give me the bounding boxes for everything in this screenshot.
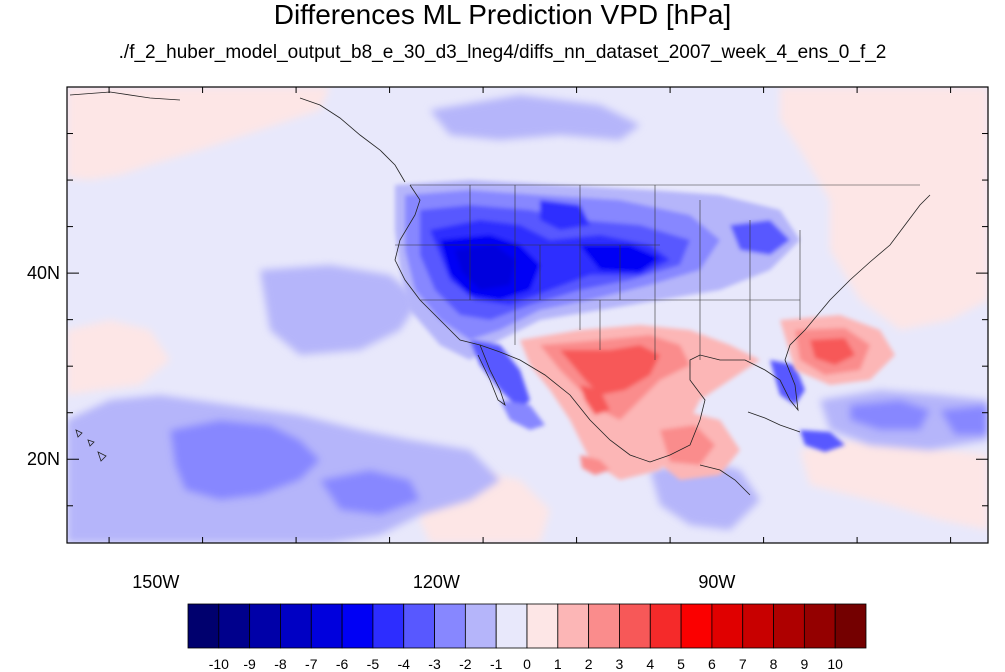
colorbar-level-label: -4 bbox=[397, 656, 410, 672]
vpd-difference-map bbox=[66, 86, 989, 544]
colorbar-level-label: 0 bbox=[523, 656, 531, 672]
colorbar-level-label: -2 bbox=[459, 656, 472, 672]
southern-us-positive-core bbox=[520, 315, 895, 480]
colorbar-level-label: 8 bbox=[769, 656, 778, 672]
colorbar-level-label: 10 bbox=[827, 656, 843, 672]
state-boundaries bbox=[395, 184, 920, 360]
hawaii-islands bbox=[75, 429, 107, 462]
colorbar-level-label: 7 bbox=[738, 656, 747, 672]
colorbar-level-label: 9 bbox=[800, 656, 809, 672]
colorbar-level-label: 5 bbox=[677, 656, 685, 672]
map-frame bbox=[66, 86, 989, 544]
longitude-tick-label: 120W bbox=[412, 572, 460, 592]
colorbar-level-label: -9 bbox=[243, 656, 256, 672]
map-title: Differences ML Prediction VPD [hPa] bbox=[273, 0, 732, 30]
map-subtitle: ./f_2_huber_model_output_b8_e_30_d3_lneg… bbox=[118, 42, 887, 63]
colorbar-level-label: -8 bbox=[274, 656, 287, 672]
negative-anomaly-field bbox=[67, 95, 988, 543]
colorbar-level-label: 3 bbox=[615, 656, 624, 672]
colorbar-level-label: -7 bbox=[305, 656, 318, 672]
longitude-tick-label: 150W bbox=[132, 572, 180, 592]
colorbar-level-label: -1 bbox=[489, 656, 503, 672]
colorbar-level-label: 1 bbox=[553, 656, 562, 672]
longitude-tick-label: 90W bbox=[698, 572, 736, 592]
colorbar-level-label: 6 bbox=[708, 656, 716, 672]
latitude-tick-label: 40N bbox=[26, 263, 60, 284]
colorbar-level-label: -10 bbox=[208, 656, 229, 672]
colorbar-level-label: -6 bbox=[335, 656, 349, 672]
colorbar-level-label: 4 bbox=[646, 656, 655, 672]
axis-ticks bbox=[67, 86, 988, 543]
latitude-tick-label: 20N bbox=[26, 449, 60, 470]
colorbar-level-label: -3 bbox=[428, 656, 441, 672]
colorbar-level-label: 2 bbox=[584, 656, 593, 672]
colorbar-level-label: -5 bbox=[366, 656, 380, 672]
coastlines bbox=[69, 91, 931, 496]
